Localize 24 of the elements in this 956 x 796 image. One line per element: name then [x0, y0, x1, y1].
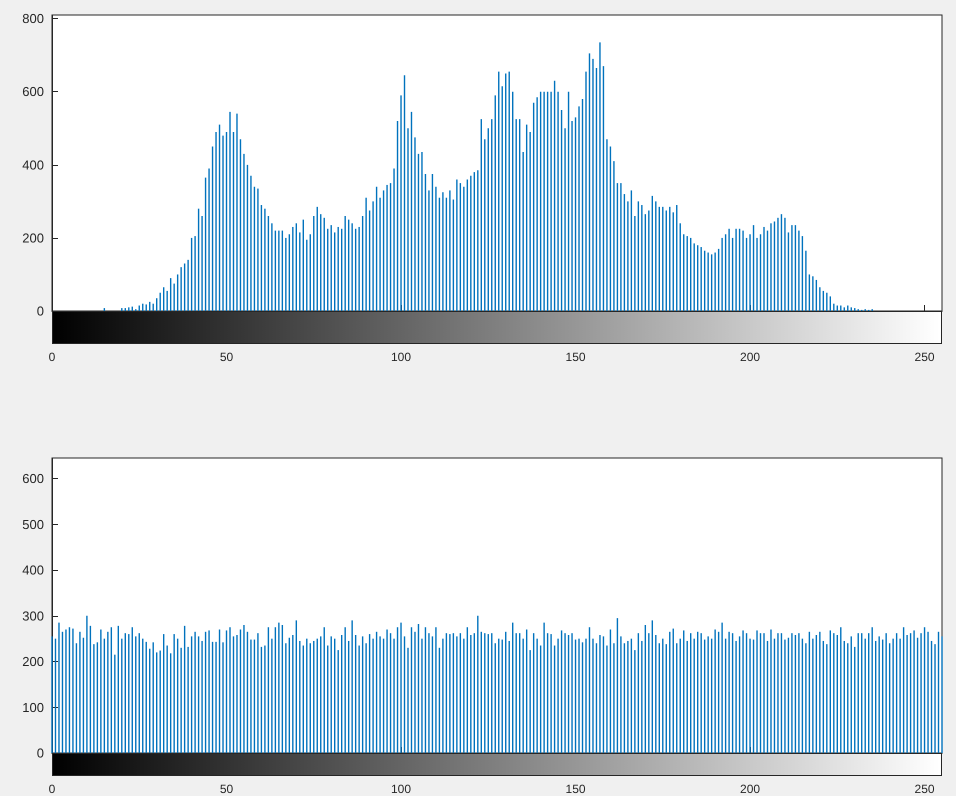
y-tick-label: 0	[36, 746, 44, 760]
y-tick-label: 500	[22, 516, 44, 532]
x-tick-label: 250	[914, 350, 935, 364]
y-tick-label: 200	[22, 654, 44, 670]
y-tick-label: 300	[22, 608, 44, 624]
x-tick-label: 50	[220, 350, 234, 364]
y-tick-label: 400	[22, 157, 44, 172]
x-tick-label: 50	[220, 782, 234, 796]
y-tick-label: 600	[22, 84, 44, 100]
y-tick-label: 200	[22, 230, 44, 246]
x-tick-label: 0	[48, 350, 56, 364]
x-tick-label: 0	[48, 782, 56, 796]
y-tick-label: 400	[22, 562, 44, 578]
x-tick-label: 250	[914, 782, 935, 796]
x-tick-label: 100	[391, 782, 412, 796]
x-tick-label: 150	[566, 782, 586, 796]
x-tick-label: 200	[740, 350, 760, 364]
x-tick-label: 100	[391, 350, 412, 364]
y-tick-label: 100	[22, 700, 44, 715]
y-tick-label: 600	[22, 471, 44, 486]
x-tick-label: 200	[740, 782, 760, 796]
y-tick-label: 800	[22, 11, 44, 26]
x-tick-label: 150	[566, 350, 586, 364]
y-tick-label: 0	[36, 304, 44, 318]
